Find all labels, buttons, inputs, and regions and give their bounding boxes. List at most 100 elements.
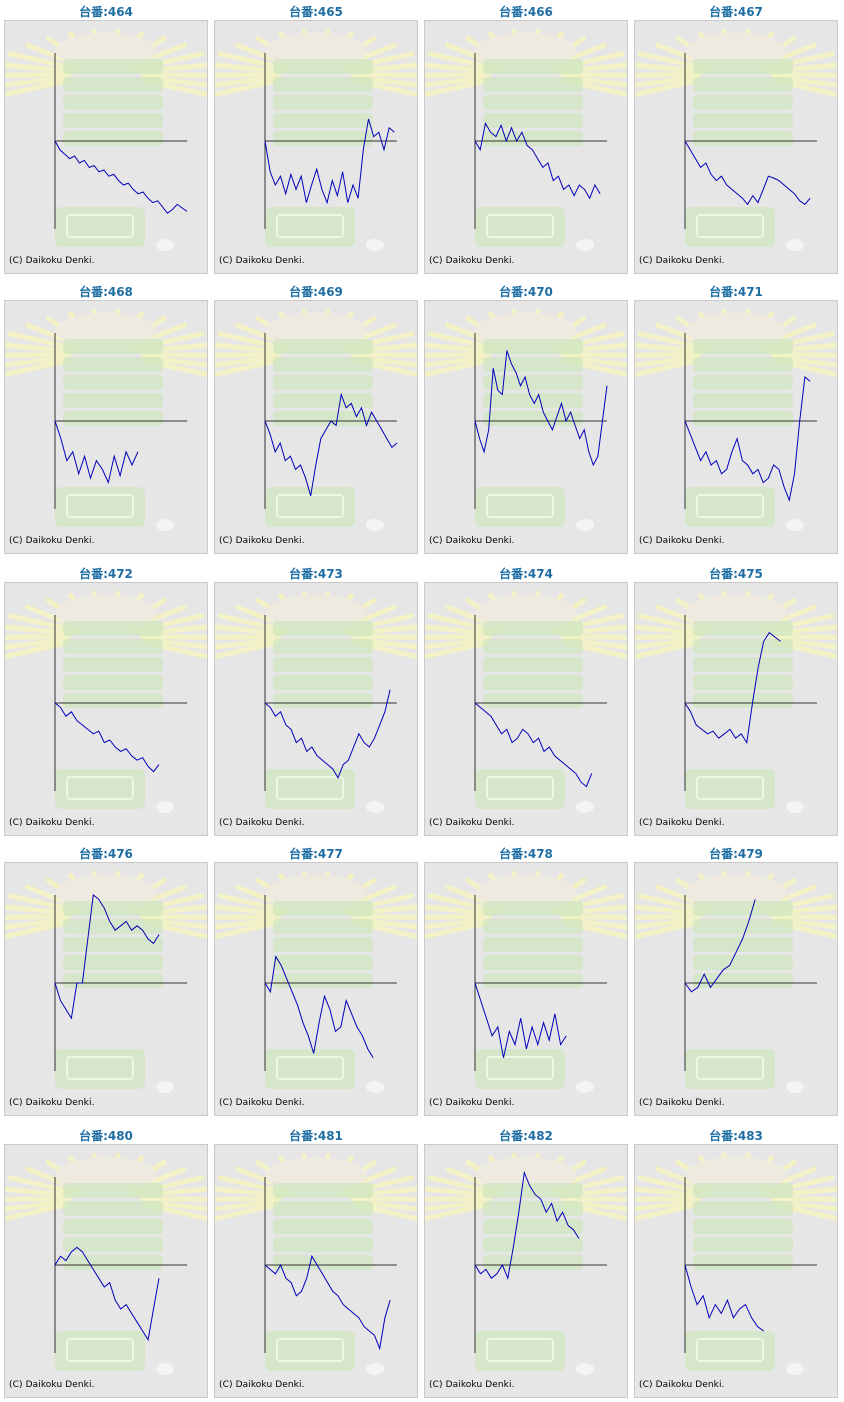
machine-title[interactable]: 台番:469 bbox=[289, 285, 343, 299]
series-line bbox=[264, 118, 395, 205]
series-line bbox=[684, 1264, 764, 1332]
copyright-label: (C) Daikoku Denki. bbox=[429, 256, 515, 266]
graph-panel: (C) Daikoku Denki. bbox=[634, 582, 838, 836]
copyright-label: (C) Daikoku Denki. bbox=[429, 536, 515, 546]
graph-panel: (C) Daikoku Denki. bbox=[424, 300, 628, 554]
series-line bbox=[264, 392, 398, 496]
copyright-label: (C) Daikoku Denki. bbox=[219, 536, 305, 546]
machine-graph-474: 台番:474 (C) Daikoku Denki. bbox=[424, 562, 628, 838]
machine-graph-479: 台番:479 (C) Daikoku Denki. bbox=[634, 842, 838, 1118]
graph-svg bbox=[425, 590, 627, 813]
machine-title[interactable]: 台番:468 bbox=[79, 285, 133, 299]
machine-title[interactable]: 台番:476 bbox=[79, 847, 133, 861]
machine-graph-471: 台番:471 (C) Daikoku Denki. bbox=[634, 280, 838, 556]
background-art bbox=[215, 590, 417, 813]
copyright-label: (C) Daikoku Denki. bbox=[9, 536, 95, 546]
machine-title[interactable]: 台番:474 bbox=[499, 567, 553, 581]
graph-svg bbox=[635, 870, 837, 1093]
copyright-label: (C) Daikoku Denki. bbox=[9, 256, 95, 266]
background-art bbox=[215, 28, 417, 251]
machine-graph-472: 台番:472 (C) Daikoku Denki. bbox=[4, 562, 208, 838]
machine-graph-467: 台番:467 (C) Daikoku Denki. bbox=[634, 0, 838, 276]
series-line bbox=[264, 955, 374, 1059]
copyright-label: (C) Daikoku Denki. bbox=[639, 1098, 725, 1108]
graph-panel: (C) Daikoku Denki. bbox=[424, 1144, 628, 1398]
copyright-label: (C) Daikoku Denki. bbox=[429, 1380, 515, 1390]
series-line bbox=[54, 894, 160, 1020]
machine-title[interactable]: 台番:475 bbox=[709, 567, 763, 581]
graph-panel: (C) Daikoku Denki. bbox=[214, 20, 418, 274]
graph-svg bbox=[635, 28, 837, 251]
machine-title[interactable]: 台番:479 bbox=[709, 847, 763, 861]
series-line bbox=[54, 420, 139, 485]
machine-title[interactable]: 台番:465 bbox=[289, 5, 343, 19]
background-art bbox=[5, 870, 207, 1093]
copyright-label: (C) Daikoku Denki. bbox=[429, 1098, 515, 1108]
machine-graph-480: 台番:480 (C) Daikoku Denki. bbox=[4, 1124, 208, 1400]
machine-title[interactable]: 台番:467 bbox=[709, 5, 763, 19]
machine-graph-466: 台番:466 (C) Daikoku Denki. bbox=[424, 0, 628, 276]
graph-panel: (C) Daikoku Denki. bbox=[4, 300, 208, 554]
background-art bbox=[425, 1152, 627, 1375]
series-line bbox=[264, 1254, 391, 1351]
copyright-label: (C) Daikoku Denki. bbox=[639, 1380, 725, 1390]
machine-graph-473: 台番:473 (C) Daikoku Denki. bbox=[214, 562, 418, 838]
machine-title[interactable]: 台番:471 bbox=[709, 285, 763, 299]
machine-title[interactable]: 台番:473 bbox=[289, 567, 343, 581]
machine-title[interactable]: 台番:464 bbox=[79, 5, 133, 19]
series-line bbox=[54, 1246, 160, 1342]
copyright-label: (C) Daikoku Denki. bbox=[9, 1380, 95, 1390]
graph-panel: (C) Daikoku Denki. bbox=[4, 1144, 208, 1398]
graph-svg bbox=[635, 308, 837, 531]
machine-title[interactable]: 台番:477 bbox=[289, 847, 343, 861]
machine-title[interactable]: 台番:472 bbox=[79, 567, 133, 581]
series-line bbox=[684, 140, 811, 206]
machine-graph-469: 台番:469 (C) Daikoku Denki. bbox=[214, 280, 418, 556]
background-art bbox=[425, 870, 627, 1093]
graph-svg bbox=[5, 590, 207, 813]
graph-svg bbox=[215, 870, 417, 1093]
series-line bbox=[474, 982, 567, 1058]
copyright-label: (C) Daikoku Denki. bbox=[219, 256, 305, 266]
machine-title[interactable]: 台番:481 bbox=[289, 1129, 343, 1143]
machine-title[interactable]: 台番:482 bbox=[499, 1129, 553, 1143]
machine-graph-477: 台番:477 (C) Daikoku Denki. bbox=[214, 842, 418, 1118]
machine-title[interactable]: 台番:483 bbox=[709, 1129, 763, 1143]
graph-svg bbox=[5, 1152, 207, 1375]
copyright-label: (C) Daikoku Denki. bbox=[219, 1098, 305, 1108]
copyright-label: (C) Daikoku Denki. bbox=[9, 1098, 95, 1108]
background-art bbox=[215, 308, 417, 531]
series-line bbox=[684, 631, 781, 745]
series-line bbox=[54, 702, 160, 773]
background-art bbox=[635, 308, 837, 531]
machine-graph-470: 台番:470 (C) Daikoku Denki. bbox=[424, 280, 628, 556]
graph-panel: (C) Daikoku Denki. bbox=[214, 1144, 418, 1398]
machine-graph-475: 台番:475 (C) Daikoku Denki. bbox=[634, 562, 838, 838]
machine-title[interactable]: 台番:470 bbox=[499, 285, 553, 299]
copyright-label: (C) Daikoku Denki. bbox=[639, 256, 725, 266]
graph-panel: (C) Daikoku Denki. bbox=[424, 862, 628, 1116]
background-art bbox=[635, 1152, 837, 1375]
machine-graph-478: 台番:478 (C) Daikoku Denki. bbox=[424, 842, 628, 1118]
graph-panel: (C) Daikoku Denki. bbox=[214, 582, 418, 836]
series-line bbox=[474, 1170, 580, 1280]
machine-graph-481: 台番:481 (C) Daikoku Denki. bbox=[214, 1124, 418, 1400]
series-line bbox=[474, 350, 608, 467]
series-line bbox=[474, 122, 601, 200]
graph-svg bbox=[5, 870, 207, 1093]
graph-svg bbox=[215, 28, 417, 251]
graph-panel: (C) Daikoku Denki. bbox=[214, 862, 418, 1116]
machine-title[interactable]: 台番:480 bbox=[79, 1129, 133, 1143]
background-art bbox=[215, 870, 417, 1093]
copyright-label: (C) Daikoku Denki. bbox=[639, 818, 725, 828]
copyright-label: (C) Daikoku Denki. bbox=[219, 818, 305, 828]
background-art bbox=[5, 28, 207, 251]
background-art bbox=[425, 590, 627, 813]
graph-svg bbox=[5, 28, 207, 251]
machine-title[interactable]: 台番:478 bbox=[499, 847, 553, 861]
copyright-label: (C) Daikoku Denki. bbox=[429, 818, 515, 828]
graph-svg bbox=[5, 308, 207, 531]
background-art bbox=[425, 308, 627, 531]
machine-title[interactable]: 台番:466 bbox=[499, 5, 553, 19]
